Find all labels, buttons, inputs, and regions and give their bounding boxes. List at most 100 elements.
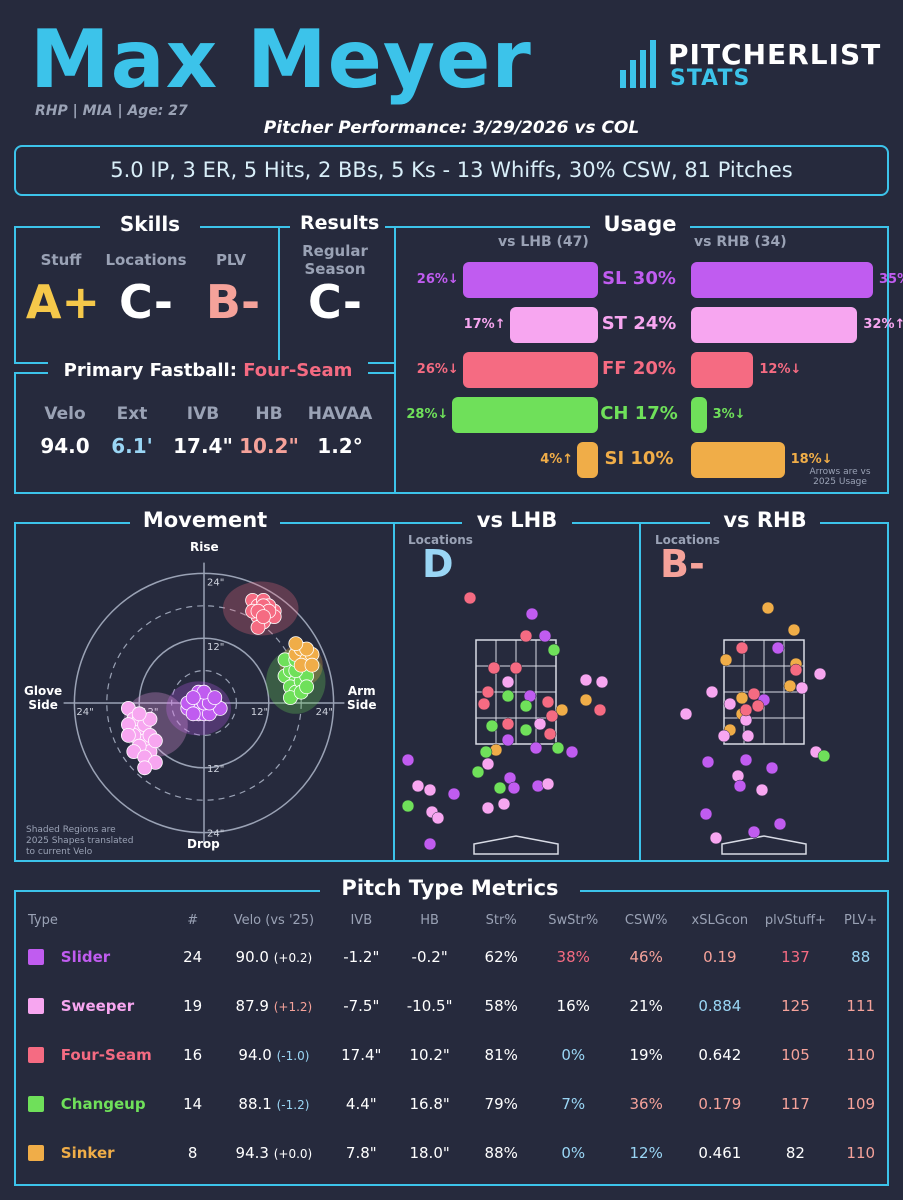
rise-label: Rise: [190, 540, 219, 554]
velo-value: 87.9: [235, 996, 269, 1015]
location-point: [471, 765, 485, 779]
stuff-label: Stuff: [40, 251, 82, 269]
metric-plv: 109: [846, 1094, 876, 1113]
velo-value: 94.3: [235, 1143, 269, 1162]
location-point: [481, 685, 495, 699]
tick-label: 12": [207, 642, 224, 653]
usage-lhb-bar: [577, 442, 598, 478]
fastball-pitch: Four-Seam: [243, 360, 353, 381]
location-point: [771, 641, 785, 655]
metric-str: 88%: [484, 1143, 518, 1162]
metrics-col-header: HB: [420, 912, 439, 928]
fastball-stat-value: 6.1': [111, 434, 153, 458]
location-point: [735, 641, 749, 655]
locations-grade: C-: [119, 275, 173, 329]
metrics-row: Sweeper 19 87.9 (+1.2) -7.5" -10.5" 58% 16% 21%…: [28, 981, 888, 1030]
location-point: [747, 687, 761, 701]
lhb-location-plot: [401, 591, 609, 855]
metrics-row: Slider 24 90.0 (+0.2) -1.2" -0.2" 62% 38% 46% 0.…: [28, 932, 888, 981]
metric-stuff: 117: [781, 1094, 810, 1113]
movement-point: [147, 733, 163, 749]
metric-n: 16: [183, 1045, 203, 1064]
metric-xslg: 0.642: [698, 1045, 742, 1064]
lhb-locations-label: Locations: [408, 533, 473, 547]
location-point: [411, 779, 425, 793]
location-point: [579, 673, 593, 687]
location-point: [735, 691, 749, 705]
pitch-type: Slider: [60, 947, 111, 966]
metric-plv: 111: [846, 996, 876, 1015]
location-point: [817, 749, 831, 763]
fastball-panel: [14, 372, 394, 494]
location-point: [701, 755, 715, 769]
metric-str: 79%: [484, 1094, 518, 1113]
metrics-col-header: SwStr%: [548, 912, 599, 928]
location-point: [401, 753, 415, 767]
movement-point: [137, 760, 153, 776]
usage-title: Usage: [590, 212, 690, 236]
location-point: [741, 729, 755, 743]
stuff-grade: A+: [25, 275, 101, 329]
usage-pitch-name: SI 10%: [604, 448, 674, 469]
metric-xslg: 0.19: [703, 947, 737, 966]
velo-delta: (+0.0): [273, 1146, 313, 1161]
location-point: [479, 745, 493, 759]
vs-lhb-title: vs LHB: [462, 508, 572, 532]
tick-label: 24": [207, 577, 224, 588]
glove-side-label: Glove Side: [24, 684, 62, 712]
metrics-table: Type # Velo (vs '25) IVB HB Str% SwStr% CSW% xSL…: [28, 908, 888, 1177]
location-point: [519, 699, 533, 713]
metric-hb: 10.2": [409, 1045, 450, 1064]
pitch-color-swatch: [28, 1145, 44, 1161]
location-point: [565, 745, 579, 759]
movement-title: Movement: [130, 508, 280, 532]
location-point: [719, 653, 733, 667]
movement-point: [299, 679, 315, 695]
metrics-col-header: IVB: [350, 912, 373, 928]
location-point: [501, 675, 515, 689]
metric-str: 81%: [484, 1045, 518, 1064]
metrics-col-header: Type: [28, 912, 58, 928]
location-point: [783, 679, 797, 693]
location-point: [487, 661, 501, 675]
metric-hb: 16.8": [409, 1094, 450, 1113]
location-point: [481, 801, 495, 815]
metric-csw: 12%: [629, 1143, 663, 1162]
location-point: [447, 787, 461, 801]
usage-rhb-pct: 3%↓: [712, 407, 746, 422]
fastball-title-label: Primary Fastball:: [63, 360, 237, 381]
location-point: [747, 825, 761, 839]
usage-lhb-pct: 28%↓: [406, 407, 449, 422]
metric-csw: 36%: [629, 1094, 663, 1113]
movement-point: [207, 690, 223, 706]
location-point: [593, 703, 607, 717]
location-point: [543, 727, 557, 741]
usage-rhb-pct: 18%↓: [790, 452, 833, 467]
movement-locations-panel: [14, 522, 889, 862]
velo-value: 94.0: [238, 1045, 272, 1064]
metric-stuff: 82: [785, 1143, 805, 1162]
pitch-type: Four-Seam: [60, 1045, 152, 1064]
location-point: [551, 741, 565, 755]
usage-pitch-name: ST 24%: [601, 313, 677, 334]
metric-ivb: 17.4": [341, 1045, 382, 1064]
metrics-col-header: Str%: [485, 912, 517, 928]
arm-line1: Arm: [347, 684, 376, 698]
location-point: [755, 783, 769, 797]
location-point: [739, 703, 753, 717]
location-point: [595, 675, 609, 689]
rhb-locations-grade: B-: [660, 542, 705, 586]
location-point: [541, 695, 555, 709]
movement-note-line3: to current Velo: [26, 847, 93, 857]
location-point: [493, 781, 507, 795]
metrics-col-header: PLV+: [844, 912, 878, 928]
velo-delta: (-1.2): [276, 1097, 310, 1112]
location-point: [401, 799, 415, 813]
logo-title: PITCHERLIST: [668, 38, 882, 71]
fastball-stat-label: IVB: [186, 404, 220, 424]
location-point: [709, 831, 723, 845]
location-point: [463, 591, 477, 605]
usage-rhb-bar: [691, 442, 785, 478]
pitch-color-swatch: [28, 1047, 44, 1063]
plv-grade: B-: [205, 275, 261, 329]
